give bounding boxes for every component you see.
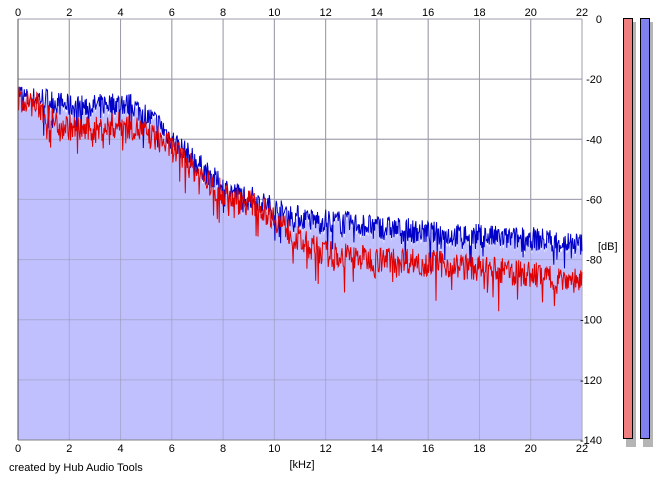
x-tick-label-top: 0: [15, 7, 21, 19]
y-tick-label: -100: [580, 315, 602, 327]
x-tick-label-top: 10: [268, 7, 280, 19]
x-tick-label-bottom: 16: [422, 443, 434, 455]
x-tick-label-bottom: 2: [66, 443, 72, 455]
x-tick-label-top: 4: [117, 7, 123, 19]
x-axis-label: [kHz]: [289, 459, 314, 471]
right-channel-meter: [640, 18, 650, 439]
y-tick-label: 0: [596, 14, 602, 26]
x-tick-label-bottom: 22: [576, 443, 588, 455]
left-channel-meter: [623, 18, 633, 439]
x-tick-label-top: 12: [320, 7, 332, 19]
x-tick-label-bottom: 6: [169, 443, 175, 455]
x-tick-label-top: 8: [220, 7, 226, 19]
spectrum-fill: [18, 90, 582, 441]
x-tick-label-top: 2: [66, 7, 72, 19]
footer-credit: created by Hub Audio Tools: [9, 462, 143, 474]
y-tick-label: -140: [580, 435, 602, 447]
series-line-blue: [17, 86, 583, 272]
x-tick-label-bottom: 10: [268, 443, 280, 455]
x-tick-label-top: 18: [473, 7, 485, 19]
x-tick-label-top: 6: [169, 7, 175, 19]
x-tick-label-bottom: 0: [15, 443, 21, 455]
x-tick-label-bottom: 18: [473, 443, 485, 455]
x-tick-label-bottom: 20: [525, 443, 537, 455]
series-line-red: [17, 85, 583, 312]
x-tick-label-top: 14: [371, 7, 383, 19]
y-tick-label: -120: [580, 375, 602, 387]
x-tick-label-top: 16: [422, 7, 434, 19]
x-tick-label-bottom: 4: [117, 443, 123, 455]
x-tick-label-bottom: 14: [371, 443, 383, 455]
x-tick-label-bottom: 12: [320, 443, 332, 455]
y-tick-label: -60: [586, 194, 602, 206]
x-tick-label-bottom: 8: [220, 443, 226, 455]
y-tick-label: -80: [586, 255, 602, 267]
y-tick-label: -40: [586, 134, 602, 146]
y-tick-label: -20: [586, 74, 602, 86]
y-axis-label: [dB]: [598, 241, 618, 253]
x-tick-label-top: 20: [525, 7, 537, 19]
x-tick-label-top: 22: [576, 7, 588, 19]
